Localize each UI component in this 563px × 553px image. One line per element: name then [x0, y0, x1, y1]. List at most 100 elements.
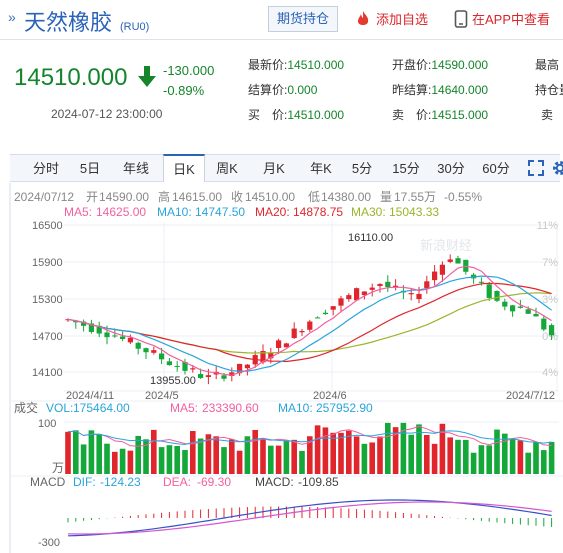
tab-year-line[interactable]: 年线	[122, 161, 149, 176]
latest-price-value: 14510.000	[287, 58, 345, 72]
prev-settle-row: 昨结算:14640.000	[392, 81, 488, 98]
info-open-label: 开	[86, 190, 98, 204]
add-watchlist-button[interactable]: 添加自选	[354, 9, 428, 28]
candle-body	[549, 325, 555, 336]
info-date: 2024/07/12	[14, 190, 74, 204]
candle-body	[517, 306, 523, 308]
volume-bar	[127, 450, 134, 474]
volume-bar	[431, 443, 438, 474]
ma10-line	[67, 275, 552, 372]
volume-bar	[392, 427, 399, 474]
price-tick: 15300	[32, 294, 63, 306]
tab-5min[interactable]: 5分	[351, 161, 373, 176]
date-tick: 2024/5	[145, 390, 179, 402]
tab-15min[interactable]: 15分	[392, 161, 420, 176]
candle-body	[182, 361, 188, 371]
candle-body	[299, 331, 305, 333]
quote-panel: 14510.000 -130.000 -0.89% 2024-07-12 23:…	[0, 40, 563, 148]
tab-weekly-k[interactable]: 周K	[216, 161, 238, 176]
info-high: 14615.00	[172, 190, 222, 204]
ma20-line	[67, 282, 552, 363]
gear-icon[interactable]	[551, 159, 563, 177]
volume-bar	[369, 442, 375, 474]
candle-body	[424, 281, 430, 289]
info-open: 14590.00	[99, 190, 149, 204]
top-bar: » 天然橡胶 (RU0) 期货持仓 添加自选 在APP中查看	[0, 0, 563, 40]
tab-yearly-k[interactable]: 年K	[310, 161, 332, 176]
candle-body	[283, 343, 289, 348]
volume-bar	[166, 445, 173, 474]
ohlc-info: 2024/07/12 开 14590.00 高 14615.00 收 14510…	[14, 189, 482, 204]
candle-body	[276, 340, 282, 348]
page-title: 天然橡胶	[24, 10, 113, 35]
volume-bar	[455, 439, 461, 474]
tab-daily-k[interactable]: 日K	[163, 154, 205, 182]
quote-time: 2024-07-12 23:00:00	[51, 107, 163, 121]
dea-value: -69.30	[197, 475, 231, 489]
volume-bar	[143, 439, 149, 474]
ma30-value: 15043.33	[389, 205, 439, 219]
tab-monthly-k[interactable]: 月K	[263, 161, 285, 176]
candle-body	[120, 336, 126, 339]
fullscreen-icon[interactable]	[528, 160, 544, 176]
date-tick: 2024/6	[313, 390, 347, 402]
volume-bar	[291, 439, 297, 474]
futures-holding-button[interactable]: 期货持仓	[268, 6, 338, 32]
kline-chart[interactable]: 2024/07/12 开 14590.00 高 14615.00 收 14510…	[0, 183, 563, 553]
info-vol: 17.55万	[394, 190, 436, 204]
date-tick: 2024/4/11	[66, 390, 114, 402]
last-price: 14510.000	[14, 64, 128, 91]
pct-tick: 3%	[542, 294, 558, 306]
macd-axis-bottom: -300	[38, 537, 60, 549]
open-in-app-button[interactable]: 在APP中查看	[454, 9, 550, 28]
candle-body	[361, 291, 367, 296]
down-arrow-icon	[138, 66, 156, 87]
flame-icon	[357, 10, 369, 25]
open-price-row: 开盘价:14590.000	[392, 56, 488, 73]
volume-bar	[353, 436, 360, 474]
candle-body	[198, 374, 204, 378]
volume-bar	[463, 439, 469, 474]
price-change: -130.000 -0.89%	[163, 61, 214, 101]
volume-bar	[283, 440, 290, 474]
prev-settle-value: 14640.000	[431, 83, 489, 97]
candle-body	[135, 342, 141, 349]
latest-price-label: 最新价:	[248, 58, 288, 72]
tab-60min[interactable]: 60分	[482, 161, 510, 176]
change-value: -130.000	[163, 63, 215, 78]
price-tick: 16500	[32, 220, 63, 232]
volume-bar	[548, 441, 555, 474]
tab-intraday[interactable]: 分时	[32, 161, 59, 176]
volume-bar	[416, 424, 422, 474]
volume-bar	[486, 445, 492, 474]
volume-bar	[158, 447, 165, 474]
price-tick: 15900	[32, 257, 63, 269]
vol-ma10-label: MA10:	[278, 401, 313, 415]
volume-bar	[119, 448, 126, 474]
candle-body	[237, 363, 243, 374]
macd-histogram	[67, 506, 553, 527]
volume-bar	[205, 434, 212, 474]
volume-bar	[80, 444, 87, 474]
date-axis: 2024/4/11 2024/5 2024/6 2024/7/12	[66, 390, 555, 402]
volume-bar	[533, 442, 539, 474]
macd-value-label: MACD:	[255, 475, 294, 489]
volume-bar	[260, 438, 266, 474]
volume-bar	[470, 452, 477, 474]
pct-tick: 7%	[542, 257, 558, 269]
candle-body	[346, 295, 352, 300]
period-tabs: 分时 5日 年线 日K 周K 月K 年K 5分 15分 30分 60分	[10, 154, 563, 182]
candle-body	[486, 284, 492, 298]
candle-body	[190, 368, 196, 370]
volume-bar	[104, 443, 110, 474]
macd-legend: MACD DIF: -124.23 DEA: -69.30 MACD: -109…	[30, 475, 339, 489]
tab-30min[interactable]: 30分	[437, 161, 465, 176]
dif-line	[67, 499, 552, 537]
open-in-app-label: 在APP中查看	[472, 12, 551, 27]
bid-price-label: 买 价:	[248, 108, 288, 122]
volume-bar	[424, 434, 430, 474]
candle-body	[510, 305, 516, 312]
candle-body	[112, 335, 118, 337]
tab-5day[interactable]: 5日	[79, 161, 101, 176]
volume-bar	[299, 450, 305, 474]
